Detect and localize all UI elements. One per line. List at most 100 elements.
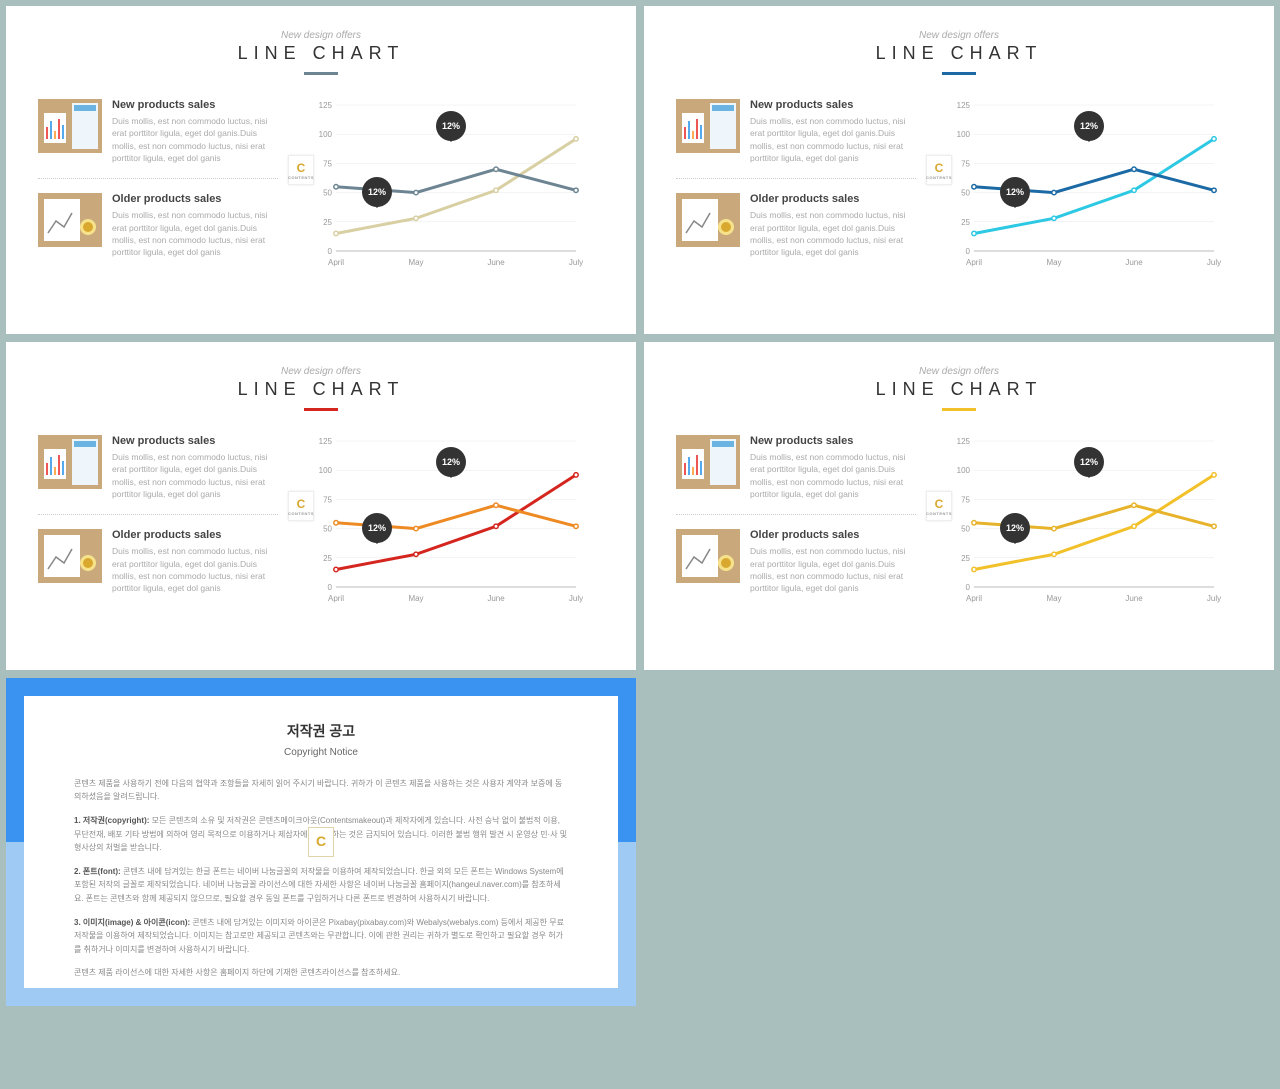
title-underline xyxy=(304,408,338,411)
svg-text:July: July xyxy=(569,594,583,603)
block2-title: Older products sales xyxy=(112,193,278,205)
svg-text:0: 0 xyxy=(328,247,333,256)
block1-body: Duis mollis, est non commodo luctus, nis… xyxy=(112,451,278,500)
badge-sub: CONTENTS xyxy=(926,511,952,516)
block1-title: New products sales xyxy=(112,99,278,111)
cp-intro: 콘텐츠 제품을 사용하기 전에 다음의 협약과 조항들을 자세히 읽어 주시기 … xyxy=(74,777,568,804)
svg-text:100: 100 xyxy=(319,130,333,139)
cp-footer: 콘텐츠 제품 라이선스에 대한 자세한 사항은 홈페이지 하단에 기재한 콘텐츠… xyxy=(74,966,568,980)
slide-4: New design offers LINE CHART New product… xyxy=(644,342,1274,670)
cp-p2: 2. 폰트(font): 콘텐츠 내에 담겨있는 한글 폰트는 네이버 나눔글꼴… xyxy=(74,865,568,906)
text-column: New products sales Duis mollis, est non … xyxy=(38,435,278,610)
svg-text:May: May xyxy=(1046,594,1061,603)
svg-text:125: 125 xyxy=(957,437,971,446)
block-text-2: Older products sales Duis mollis, est no… xyxy=(112,193,278,258)
svg-text:50: 50 xyxy=(323,189,332,198)
thumb-1 xyxy=(676,435,740,489)
slide-1: New design offers LINE CHART New product… xyxy=(6,6,636,334)
block-text-2: Older products sales Duis mollis, est no… xyxy=(112,529,278,594)
frame-right-bottom xyxy=(618,842,636,1006)
svg-text:0: 0 xyxy=(966,583,971,592)
block1-body: Duis mollis, est non commodo luctus, nis… xyxy=(750,451,916,500)
svg-text:75: 75 xyxy=(323,495,332,504)
svg-text:125: 125 xyxy=(319,437,333,446)
title-underline xyxy=(304,72,338,75)
svg-text:100: 100 xyxy=(319,466,333,475)
cp-p3: 3. 이미지(image) & 아이콘(icon): 콘텐츠 내에 담겨있는 이… xyxy=(74,916,568,957)
block1-body: Duis mollis, est non commodo luctus, nis… xyxy=(750,115,916,164)
chart-badge: C CONTENTS xyxy=(926,491,952,521)
callout-1: 12% xyxy=(1000,513,1030,543)
subtitle: New design offers xyxy=(676,30,1242,41)
callout-1: 12% xyxy=(1000,177,1030,207)
slide-3: New design offers LINE CHART New product… xyxy=(6,342,636,670)
svg-text:June: June xyxy=(487,594,505,603)
divider xyxy=(676,178,916,179)
frame-left-bottom xyxy=(6,842,24,1006)
slide-copyright: 저작권 공고 Copyright Notice 콘텐츠 제품을 사용하기 전에 … xyxy=(6,678,636,1006)
badge-sub: CONTENTS xyxy=(288,511,314,516)
badge-letter: C xyxy=(297,161,306,175)
thumb-2 xyxy=(38,529,102,583)
block1-body: Duis mollis, est non commodo luctus, nis… xyxy=(112,115,278,164)
svg-text:25: 25 xyxy=(961,218,970,227)
callout-1: 12% xyxy=(362,177,392,207)
block2-body: Duis mollis, est non commodo luctus, nis… xyxy=(750,209,916,258)
svg-text:0: 0 xyxy=(328,583,333,592)
block1-title: New products sales xyxy=(112,435,278,447)
center-badge: C xyxy=(308,827,334,857)
svg-text:125: 125 xyxy=(319,101,333,110)
title-underline xyxy=(942,408,976,411)
badge-sub: CONTENTS xyxy=(288,175,314,180)
block2-title: Older products sales xyxy=(112,529,278,541)
callout-2: 12% xyxy=(1074,447,1104,477)
callout-2: 12% xyxy=(436,447,466,477)
block2-title: Older products sales xyxy=(750,193,916,205)
block2-body: Duis mollis, est non commodo luctus, nis… xyxy=(112,545,278,594)
cp-title-kr: 저작권 공고 xyxy=(74,720,568,744)
title: LINE CHART xyxy=(676,379,1242,400)
frame-top xyxy=(6,678,636,696)
chart-area: C CONTENTS 0255075100125AprilMayJuneJuly… xyxy=(928,435,1242,610)
block-text-1: New products sales Duis mollis, est non … xyxy=(750,435,916,500)
svg-text:July: July xyxy=(1207,258,1221,267)
cp-title-en: Copyright Notice xyxy=(74,744,568,761)
svg-text:July: July xyxy=(569,258,583,267)
svg-text:0: 0 xyxy=(966,247,971,256)
callout-2: 12% xyxy=(436,111,466,141)
svg-text:May: May xyxy=(1046,258,1061,267)
text-column: New products sales Duis mollis, est non … xyxy=(676,435,916,610)
divider xyxy=(676,514,916,515)
chart-badge: C CONTENTS xyxy=(288,155,314,185)
cp-p1-label: 1. 저작권(copyright): xyxy=(74,816,149,825)
content-row: New products sales Duis mollis, est non … xyxy=(676,435,1242,610)
svg-text:June: June xyxy=(1125,594,1143,603)
callout-1: 12% xyxy=(362,513,392,543)
frame-right-top xyxy=(618,678,636,842)
block2-body: Duis mollis, est non commodo luctus, nis… xyxy=(750,545,916,594)
empty-cell xyxy=(644,678,1274,1006)
chart-area: C CONTENTS 0255075100125AprilMayJuneJuly… xyxy=(928,99,1242,274)
svg-text:50: 50 xyxy=(961,189,970,198)
thumb-2 xyxy=(676,193,740,247)
thumb-2 xyxy=(676,529,740,583)
divider xyxy=(38,514,278,515)
thumb-1 xyxy=(38,99,102,153)
block-text-2: Older products sales Duis mollis, est no… xyxy=(750,193,916,258)
subtitle: New design offers xyxy=(38,366,604,377)
block1-title: New products sales xyxy=(750,99,916,111)
svg-text:125: 125 xyxy=(957,101,971,110)
title: LINE CHART xyxy=(38,43,604,64)
svg-text:100: 100 xyxy=(957,466,971,475)
content-row: New products sales Duis mollis, est non … xyxy=(38,99,604,274)
title: LINE CHART xyxy=(38,379,604,400)
title: LINE CHART xyxy=(676,43,1242,64)
block-older-products: Older products sales Duis mollis, est no… xyxy=(38,193,278,258)
svg-text:75: 75 xyxy=(961,495,970,504)
block-older-products: Older products sales Duis mollis, est no… xyxy=(676,529,916,594)
block-text-1: New products sales Duis mollis, est non … xyxy=(112,99,278,164)
svg-text:April: April xyxy=(328,258,344,267)
svg-text:75: 75 xyxy=(961,159,970,168)
block2-title: Older products sales xyxy=(750,529,916,541)
svg-text:July: July xyxy=(1207,594,1221,603)
